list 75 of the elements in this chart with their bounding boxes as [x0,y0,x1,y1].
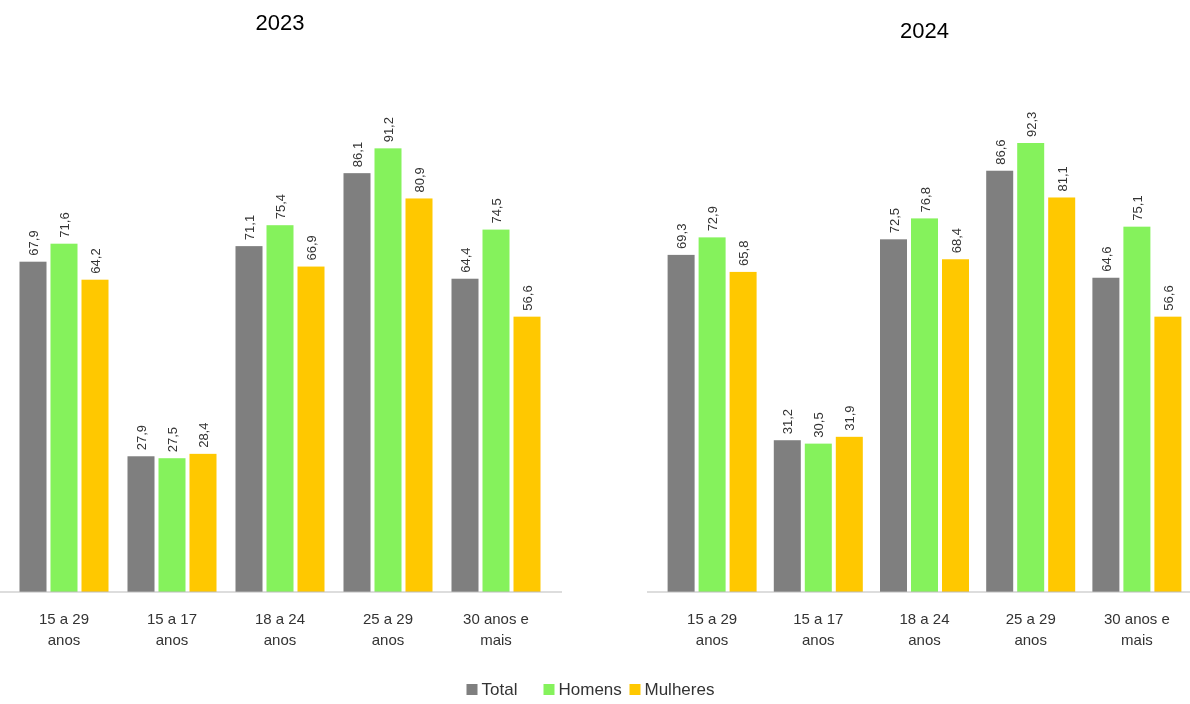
data-label: 66,9 [304,235,319,261]
bar [405,198,433,592]
chart-title: 2024 [900,18,949,43]
data-label: 75,1 [1129,195,1145,221]
bar [942,259,969,592]
bar [880,239,907,592]
data-label: 86,1 [350,141,365,168]
x-tick-label: 18 a 24 anos [254,610,306,648]
bar [482,229,510,592]
data-label: 27,5 [165,426,180,453]
bar [911,218,938,592]
bar [451,278,479,592]
bar [667,254,695,592]
bar [1123,226,1151,592]
legend-label: Total [481,680,518,699]
data-label: 72,5 [886,208,902,234]
bar [297,266,325,592]
x-tick-label: 30 anos e mais [1103,610,1170,648]
data-label: 31,9 [842,405,858,431]
data-label: 69,3 [674,223,690,249]
data-label: 72,9 [705,206,721,232]
bar [1048,197,1076,592]
bar [266,225,294,592]
bar [773,440,801,592]
x-tick-label: 15 a 29 anos [38,610,90,648]
data-label: 76,8 [917,187,933,213]
data-label: 64,2 [88,248,103,274]
chart-title: 2023 [255,10,305,35]
data-label: 71,6 [57,212,72,238]
bar [835,436,863,592]
data-label: 56,6 [1160,285,1176,311]
bar [19,261,47,592]
x-tick-label: 30 anos e mais [463,610,529,648]
bar [986,170,1014,592]
data-label: 74,5 [489,198,504,224]
legend-label: Mulheres [644,680,715,699]
bar [513,316,541,592]
data-label: 64,6 [1098,246,1114,272]
bar [374,148,402,592]
bar [698,237,726,592]
data-label: 81,1 [1054,166,1070,192]
bar [127,456,155,592]
x-tick-label: 18 a 24 anos [899,610,950,648]
data-label: 56,6 [520,285,535,311]
data-label: 92,3 [1023,111,1039,137]
legend-label: Homens [558,680,622,699]
data-label: 75,4 [273,193,288,220]
data-label: 86,6 [992,139,1008,165]
bar [1092,277,1120,592]
bar [1154,316,1182,592]
bar [804,443,832,592]
bar [158,458,186,592]
data-label: 28,4 [196,422,211,448]
x-tick-label: 15 a 29 anos [687,610,738,648]
bar [189,453,217,592]
data-label: 31,2 [780,408,796,435]
bar [235,246,263,592]
data-label: 80,9 [412,167,427,193]
data-label: 27,9 [134,424,149,451]
x-tick-label: 25 a 29 anos [1005,610,1056,648]
bar [1017,143,1045,592]
data-label: 91,2 [381,117,396,143]
data-label: 71,1 [242,214,257,241]
data-label: 64,4 [458,247,473,273]
data-label: 65,8 [736,240,752,266]
bar [729,271,757,592]
x-tick-label: 25 a 29 anos [362,610,414,648]
bar [81,279,109,592]
x-tick-label: 15 a 17 anos [793,610,844,648]
data-label: 30,5 [811,412,827,438]
x-tick-label: 15 a 17 anos [146,610,198,648]
bar [343,173,371,592]
bar [50,243,78,592]
data-label: 68,4 [948,227,964,254]
data-label: 67,9 [26,230,41,256]
